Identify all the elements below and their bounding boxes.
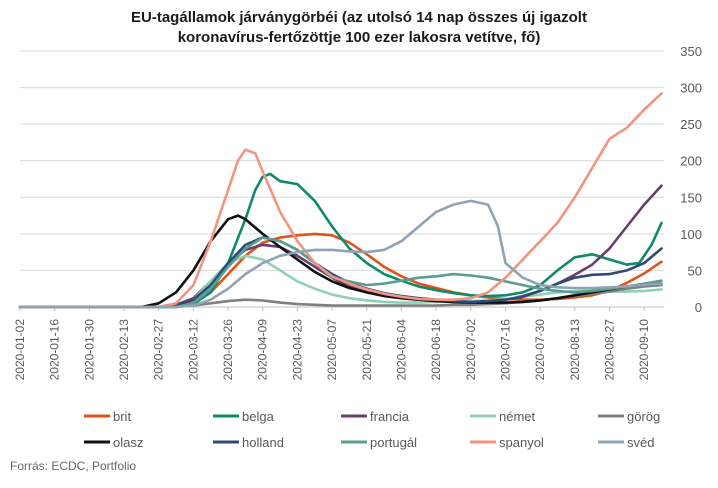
y-tick-label: 50 bbox=[688, 263, 702, 278]
x-tick-label: 2020-06-18 bbox=[429, 319, 443, 381]
x-tick-label: 2020-05-21 bbox=[360, 319, 374, 381]
y-tick-label: 200 bbox=[680, 154, 702, 169]
y-tick-label: 300 bbox=[680, 81, 702, 96]
x-tick-label: 2020-07-30 bbox=[533, 319, 547, 381]
y-tick-label: 250 bbox=[680, 117, 702, 132]
chart-title-line-2: koronavírus-fertőzöttje 100 ezer lakosra… bbox=[177, 29, 541, 46]
chart-title-line-1: EU-tagállamok járványgörbéi (az utolsó 1… bbox=[131, 9, 587, 26]
x-tick-label: 2020-04-09 bbox=[256, 319, 270, 381]
x-tick-label: 2020-06-04 bbox=[394, 319, 408, 381]
legend-label-holland: holland bbox=[242, 435, 284, 450]
y-tick-label: 350 bbox=[680, 44, 702, 59]
x-tick-label: 2020-09-10 bbox=[637, 319, 651, 381]
legend-label-portugál: portugál bbox=[370, 435, 417, 450]
x-tick-label: 2020-08-27 bbox=[603, 319, 617, 381]
source-note: Forrás: ECDC, Portfolio bbox=[10, 459, 137, 473]
series-line-spanyol bbox=[18, 92, 663, 309]
x-tick-label: 2020-01-16 bbox=[48, 319, 62, 381]
x-tick-label: 2020-07-16 bbox=[498, 319, 512, 381]
y-tick-label: 100 bbox=[680, 227, 702, 242]
x-tick-label: 2020-03-12 bbox=[186, 319, 200, 381]
series-line-brit bbox=[18, 232, 663, 309]
x-tick-label: 2020-01-30 bbox=[82, 319, 96, 381]
series-line-svéd bbox=[18, 199, 663, 309]
legend-label-francia: francia bbox=[370, 409, 410, 424]
legend-label-spanyol: spanyol bbox=[499, 435, 544, 450]
x-tick-label: 2020-04-23 bbox=[290, 319, 304, 381]
x-tick-label: 2020-03-26 bbox=[221, 319, 235, 381]
legend-label-német: német bbox=[499, 409, 536, 424]
legend-label-svéd: svéd bbox=[627, 435, 654, 450]
x-tick-label: 2020-05-07 bbox=[325, 319, 339, 381]
x-tick-label: 2020-07-02 bbox=[464, 319, 478, 381]
y-tick-label: 0 bbox=[695, 300, 702, 315]
legend-label-brit: brit bbox=[113, 409, 131, 424]
x-tick-label: 2020-02-13 bbox=[117, 319, 131, 381]
x-tick-label: 2020-08-13 bbox=[568, 319, 582, 381]
legend-label-olasz: olasz bbox=[113, 435, 143, 450]
series-line-portugál bbox=[18, 236, 663, 309]
chart-title: EU-tagállamok járványgörbéi (az utolsó 1… bbox=[0, 8, 718, 48]
x-tick-label: 2020-01-02 bbox=[13, 319, 27, 381]
legend-label-belga: belga bbox=[242, 409, 275, 424]
legend-label-görög: görög bbox=[627, 409, 660, 424]
series-line-olasz bbox=[18, 214, 663, 309]
x-tick-label: 2020-02-27 bbox=[152, 319, 166, 381]
y-tick-label: 150 bbox=[680, 190, 702, 205]
